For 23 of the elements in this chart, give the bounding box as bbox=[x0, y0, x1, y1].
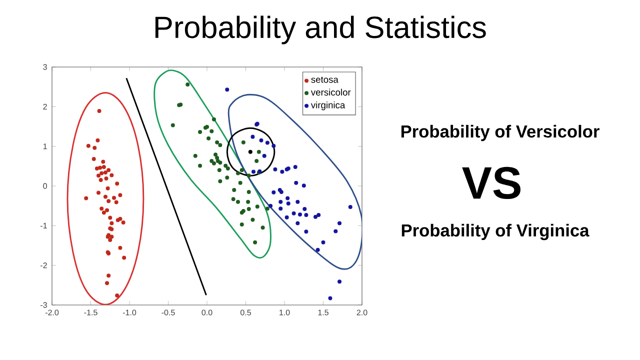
y-tick-label: 0 bbox=[43, 183, 47, 189]
x-tick-label: -1.5 bbox=[84, 310, 98, 316]
legend-label: virginica bbox=[310, 102, 346, 110]
y-tick-label: 3 bbox=[43, 64, 47, 70]
text: Probability of Virginica bbox=[402, 224, 590, 240]
x-tick-label: 2.0 bbox=[356, 310, 368, 316]
text: VS bbox=[462, 166, 520, 200]
y-tick-label: -3 bbox=[40, 302, 47, 308]
y-tick-label: 2 bbox=[43, 104, 47, 110]
x-tick-label: 1.0 bbox=[280, 310, 290, 316]
legend-label: versicolor bbox=[310, 88, 351, 96]
x-tick-label: 0.0 bbox=[202, 310, 212, 316]
text: Probability of Versicolor bbox=[401, 124, 600, 142]
x-tick-label: -2.0 bbox=[45, 310, 59, 316]
y-tick-label: -2 bbox=[40, 262, 47, 268]
chart-title: Probability and Statistics bbox=[155, 16, 486, 44]
x-tick-label: -1.0 bbox=[122, 310, 136, 316]
x-tick-label: 1.5 bbox=[318, 310, 328, 316]
legend-label: setosa bbox=[311, 76, 338, 83]
x-tick-label: 0.5 bbox=[240, 310, 251, 316]
y-tick-label: 1 bbox=[43, 144, 47, 150]
y-tick-label: -1 bbox=[40, 222, 47, 228]
x-tick-label: -0.5 bbox=[162, 310, 175, 316]
